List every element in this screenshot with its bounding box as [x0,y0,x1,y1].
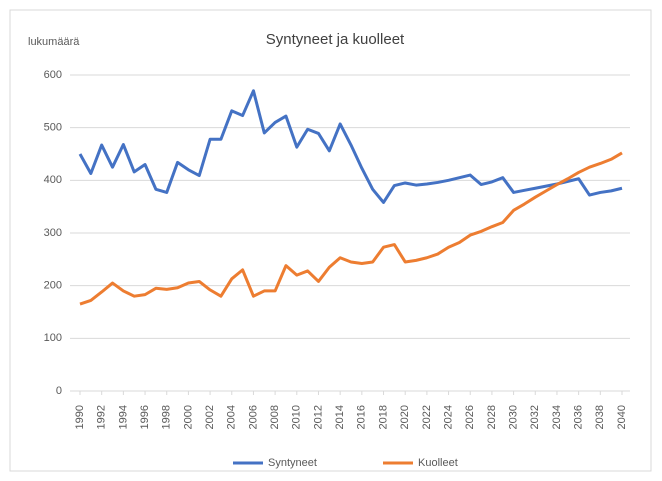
series-line [78,89,623,204]
x-tick-label: 2024 [442,405,454,429]
y-tick-label: 400 [44,174,62,186]
legend-label: Syntyneet [268,457,317,469]
x-tick-label: 2018 [377,405,389,429]
x-tick-label: 2022 [421,405,433,429]
x-tick-label: 1990 [74,405,86,429]
x-tick-label: 2014 [334,405,346,429]
chart-frame [9,9,652,472]
y-tick-label: 300 [44,227,62,239]
x-tick-label: 1998 [161,405,173,429]
x-tick-label: 2006 [247,405,259,429]
y-tick-label: 600 [44,69,62,81]
x-tick-label: 2002 [204,405,216,429]
x-tick-label: 1996 [139,405,151,429]
series-line [79,151,623,306]
x-tick-label: 2028 [486,405,498,429]
x-tick-label: 2036 [573,405,585,429]
y-tick-label: 100 [44,332,62,344]
x-tick-label: 1994 [117,405,129,429]
x-tick-label: 2034 [551,405,563,429]
y-tick-label: 500 [44,122,62,134]
x-tick-label: 2016 [356,405,368,429]
x-tick-label: 2004 [226,405,238,429]
x-tick-label: 2030 [508,405,520,429]
x-tick-label: 2010 [291,405,303,429]
x-tick-label: 1992 [96,405,108,429]
legend-label: Kuolleet [418,457,458,469]
x-tick-label: 2000 [182,405,194,429]
chart-title: Syntyneet ja kuolleet [266,31,405,48]
x-tick-label: 2012 [312,405,324,429]
x-tick-label: 2038 [594,405,606,429]
x-tick-label: 2040 [616,405,628,429]
x-tick-label: 2008 [269,405,281,429]
y-axis-label: lukumäärä [28,36,80,48]
x-tick-label: 2026 [464,405,476,429]
x-tick-label: 2032 [529,405,541,429]
y-tick-label: 0 [56,385,62,397]
x-tick-label: 2020 [399,405,411,429]
y-tick-label: 200 [44,280,62,292]
